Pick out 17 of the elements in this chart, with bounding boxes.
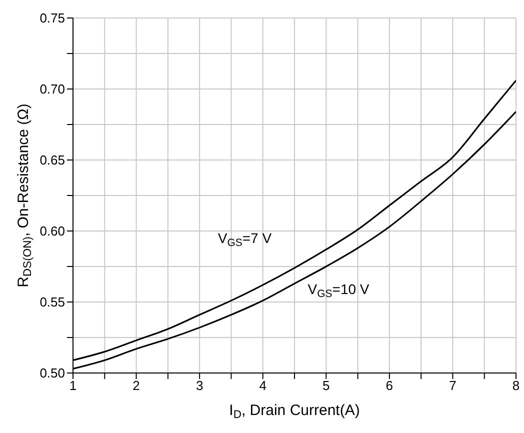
x-tick-label: 5 (322, 378, 330, 394)
x-tick-label: 2 (132, 378, 140, 394)
y-tick-label: 0.55 (40, 294, 65, 310)
series-label: V$_{GS}$=10 V (308, 281, 370, 300)
y-tick-label: 0.70 (40, 82, 65, 97)
x-tick-label: 7 (449, 378, 456, 394)
x-tick-label: 8 (512, 378, 520, 394)
x-tick-label: 4 (259, 378, 266, 394)
x-axis-title: I$_{D}$, Drain Current(A) (229, 402, 360, 422)
x-tick-label: 1 (69, 378, 77, 394)
y-tick-label: 0.60 (40, 224, 65, 239)
series-label: V$_{GS}$=7 V (218, 230, 272, 250)
y-tick-label: 0.50 (40, 366, 65, 381)
y-tick-label: 0.75 (40, 10, 65, 26)
y-tick-label: 0.65 (40, 152, 65, 168)
x-tick-label: 3 (196, 378, 204, 394)
x-tick-label: 6 (386, 378, 394, 394)
